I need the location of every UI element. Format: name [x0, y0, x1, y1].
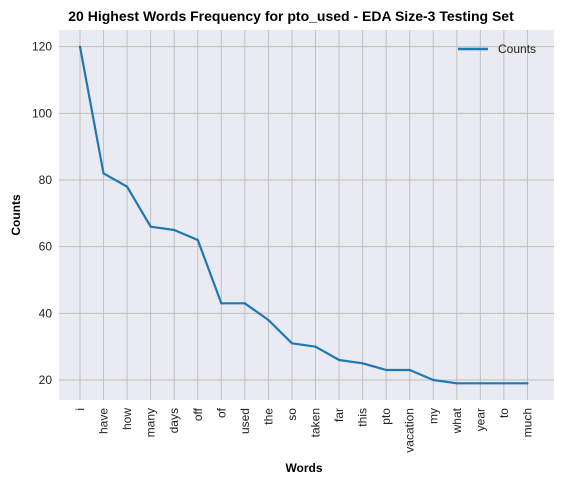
x-gridlines: [79, 30, 528, 400]
data-point: [290, 342, 294, 345]
legend-label: Counts: [498, 42, 536, 56]
x-tick-label: of: [214, 407, 228, 418]
x-tick-label: days: [167, 408, 181, 433]
data-point: [455, 382, 458, 385]
data-point: [314, 345, 317, 348]
data-point: [337, 358, 341, 362]
data-point: [196, 238, 199, 242]
x-tick-labels: i have how many days off of used the so taken far th…: [73, 407, 534, 452]
x-tick-label: vacation: [403, 408, 417, 453]
y-tick-labels: 20 40 60 80 100 120: [32, 40, 52, 387]
x-tick-label: taken: [309, 408, 323, 437]
x-tick-label: much: [520, 408, 534, 437]
x-tick-label: so: [285, 408, 299, 421]
y-tick-label: 40: [39, 306, 53, 320]
y-tick-label: 100: [32, 106, 52, 120]
x-tick-label: many: [144, 408, 158, 437]
data-point: [432, 378, 435, 382]
y-tick-label: 20: [39, 373, 53, 387]
data-point: [126, 185, 129, 188]
x-axis-label: Words: [285, 461, 322, 475]
x-tick-label: year: [473, 408, 487, 431]
x-tick-label: how: [120, 408, 134, 430]
x-tick-label: far: [332, 408, 346, 422]
y-tick-label: 80: [39, 173, 53, 187]
series-lines: [78, 45, 529, 385]
plot-area: [59, 30, 554, 400]
x-tick-label: what: [450, 407, 464, 434]
x-tick-label: my: [426, 408, 440, 424]
data-point: [526, 382, 529, 385]
data-point: [479, 382, 482, 385]
data-point: [78, 45, 82, 48]
x-tick-label: to: [497, 408, 511, 418]
data-point: [408, 368, 411, 372]
x-tick-label: the: [261, 408, 275, 425]
x-tick-label: off: [191, 407, 205, 421]
y-tick-label: 120: [32, 40, 52, 54]
y-gridlines: [59, 46, 554, 381]
data-point: [385, 368, 388, 372]
x-tick-label: pto: [379, 408, 393, 425]
data-point: [361, 362, 364, 365]
series-line-counts: [78, 46, 528, 385]
data-point: [149, 225, 152, 228]
legend: Counts: [458, 42, 536, 56]
data-point: [102, 172, 105, 175]
chart-title: 20 Highest Words Frequency for pto_used …: [68, 8, 514, 24]
x-tick-label: have: [97, 408, 111, 434]
x-tick-label: i: [73, 408, 87, 411]
x-tick-label: used: [238, 408, 252, 434]
data-point: [502, 382, 505, 385]
data-point: [243, 302, 246, 305]
data-point: [173, 228, 176, 232]
y-axis-label: Counts: [9, 194, 23, 236]
x-tick-label: this: [356, 408, 370, 427]
data-point: [220, 302, 223, 305]
data-point: [267, 318, 270, 322]
y-tick-label: 60: [39, 240, 53, 254]
